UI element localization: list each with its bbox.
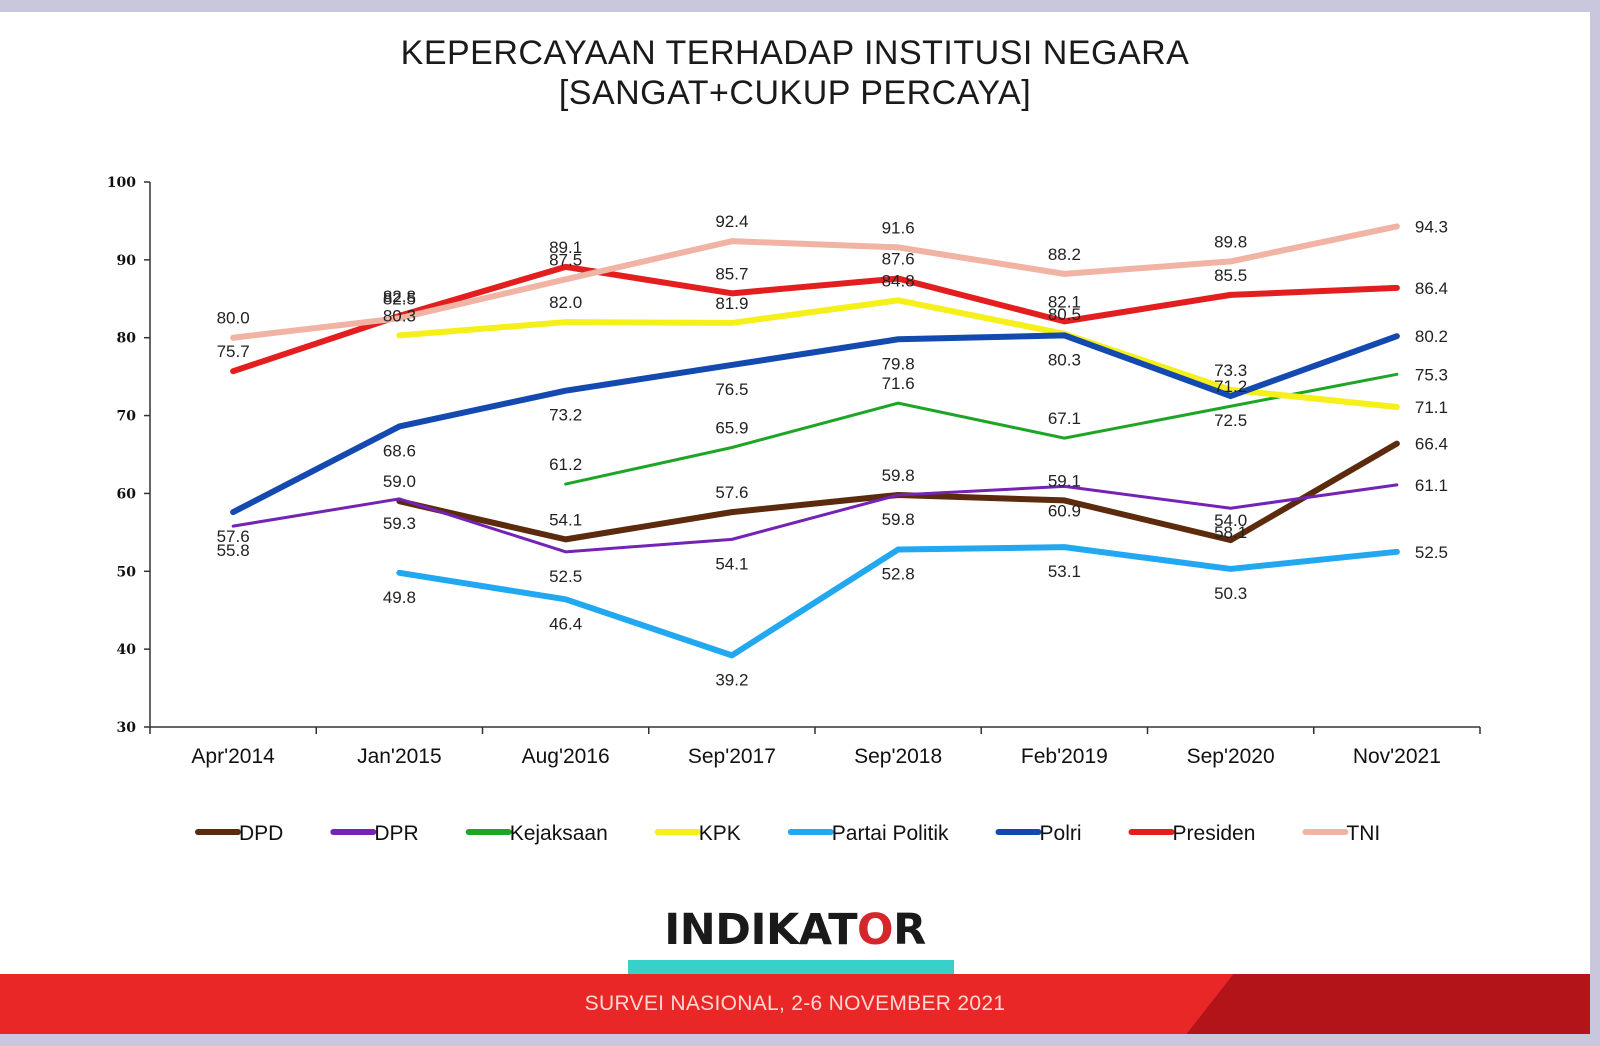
data-label: 81.9 <box>715 294 748 313</box>
slide: KEPERCAYAAN TERHADAP INSTITUSI NEGARA [S… <box>0 12 1590 1034</box>
legend-label: Polri <box>1040 822 1082 845</box>
y-tick-label: 60 <box>117 486 137 502</box>
data-label: 49.8 <box>383 588 416 607</box>
x-tick-label: Apr'2014 <box>191 745 275 768</box>
data-label: 54.1 <box>549 510 582 529</box>
data-label: 67.1 <box>1048 409 1081 428</box>
data-label: 80.5 <box>1048 305 1081 324</box>
series-line <box>230 263 1400 375</box>
series-line <box>230 223 1400 341</box>
data-label: 55.8 <box>217 541 250 560</box>
data-label: 86.4 <box>1415 279 1448 298</box>
y-tick-label: 90 <box>117 253 137 269</box>
line-chart: 30 40 50 60 70 80 90 100 Apr'2014 Jan'2015 Aug'201… <box>107 175 1481 845</box>
x-tick-label: Jan'2015 <box>357 745 442 768</box>
data-label: 65.9 <box>715 418 748 437</box>
x-tick-label: Feb'2019 <box>1021 745 1108 768</box>
legend-label: Partai Politik <box>832 822 949 845</box>
data-label: 80.3 <box>383 306 416 325</box>
data-label: 59.0 <box>383 472 416 491</box>
chart-title: KEPERCAYAAN TERHADAP INSTITUSI NEGARA <box>400 34 1190 72</box>
data-label: 60.9 <box>1048 501 1081 520</box>
data-label: 54.0 <box>1214 511 1247 530</box>
legend-label: Kejaksaan <box>510 822 608 845</box>
x-tick-label: Sep'2017 <box>688 745 776 768</box>
series-line <box>231 483 1399 554</box>
legend-label: DPR <box>374 822 418 845</box>
data-label: 50.3 <box>1214 584 1247 603</box>
y-tick-label: 80 <box>117 331 137 347</box>
y-tick-label: 70 <box>117 409 137 425</box>
chart-subtitle: [SANGAT+CUKUP PERCAYA] <box>558 74 1032 112</box>
data-label: 68.6 <box>383 441 416 460</box>
data-label: 59.8 <box>882 510 915 529</box>
x-tick-label: Nov'2021 <box>1353 745 1441 768</box>
data-label: 87.6 <box>882 250 915 269</box>
data-label: 89.8 <box>1214 232 1247 251</box>
data-label: 82.8 <box>383 287 416 306</box>
data-label: 94.3 <box>1415 217 1448 236</box>
y-tick-label: 100 <box>107 175 136 191</box>
data-label: 91.6 <box>882 218 915 237</box>
data-label: 76.5 <box>715 380 748 399</box>
data-label: 59.8 <box>882 466 915 485</box>
data-label: 71.1 <box>1415 398 1448 417</box>
x-tick-label: Aug'2016 <box>522 745 610 768</box>
data-label: 71.6 <box>882 374 915 393</box>
y-tick-label: 40 <box>117 642 137 658</box>
legend-label: DPD <box>239 822 283 845</box>
data-label: 59.1 <box>1048 471 1081 490</box>
legend-label: TNI <box>1346 822 1380 845</box>
data-label: 79.8 <box>882 354 915 373</box>
data-label: 85.7 <box>715 264 748 283</box>
data-label: 80.3 <box>1048 350 1081 369</box>
data-label: 71.2 <box>1214 377 1247 396</box>
x-tick-label: Sep'2018 <box>854 745 942 768</box>
data-label: 87.5 <box>549 250 582 269</box>
data-label: 73.3 <box>1214 361 1247 380</box>
data-label: 52.5 <box>549 567 582 586</box>
data-label: 82.1 <box>1048 292 1081 311</box>
top-border <box>0 0 1600 12</box>
data-label: 89.1 <box>549 238 582 257</box>
data-label: 88.2 <box>1048 245 1081 264</box>
data-label: 53.1 <box>1048 562 1081 581</box>
data-label: 80.0 <box>217 309 250 328</box>
data-label: 75.3 <box>1415 365 1448 384</box>
data-label: 72.5 <box>1214 411 1247 430</box>
data-label: 92.4 <box>715 212 748 231</box>
data-label: 46.4 <box>549 614 582 633</box>
y-tick-label: 50 <box>117 564 137 580</box>
data-label: 57.6 <box>715 483 748 502</box>
data-label: 61.2 <box>549 455 582 474</box>
data-label: 85.5 <box>1214 266 1247 285</box>
logo-underline <box>628 960 954 978</box>
data-label: 73.2 <box>549 406 582 425</box>
data-label: 59.3 <box>383 514 416 533</box>
data-label: 54.1 <box>715 554 748 573</box>
data-label: 82.0 <box>549 293 582 312</box>
data-label: 52.5 <box>1415 543 1448 562</box>
data-label: 52.8 <box>882 564 915 583</box>
data-label: 61.1 <box>1415 476 1448 495</box>
data-label: 39.2 <box>715 670 748 689</box>
legend-label: KPK <box>699 822 741 845</box>
series-line <box>564 372 1399 486</box>
data-label: 82.5 <box>383 289 416 308</box>
footer-text: SURVEI NASIONAL, 2-6 NOVEMBER 2021 <box>584 992 1006 1015</box>
footer-banner: SURVEI NASIONAL, 2-6 NOVEMBER 2021 <box>0 974 1590 1034</box>
data-label: 66.4 <box>1415 435 1448 454</box>
series-line <box>230 332 1400 516</box>
series-line <box>396 297 1400 411</box>
indikator-logo: INDIKATOR <box>664 905 926 955</box>
data-label: 58.1 <box>1214 523 1247 542</box>
data-label: 80.2 <box>1415 327 1448 346</box>
data-label: 84.8 <box>882 271 915 290</box>
y-tick-label: 30 <box>117 720 137 736</box>
data-label: 57.6 <box>217 527 250 546</box>
x-tick-label: Sep'2020 <box>1187 745 1275 768</box>
data-label: 75.7 <box>217 342 250 361</box>
legend-label: Presiden <box>1173 822 1256 845</box>
series-line <box>396 544 1400 659</box>
